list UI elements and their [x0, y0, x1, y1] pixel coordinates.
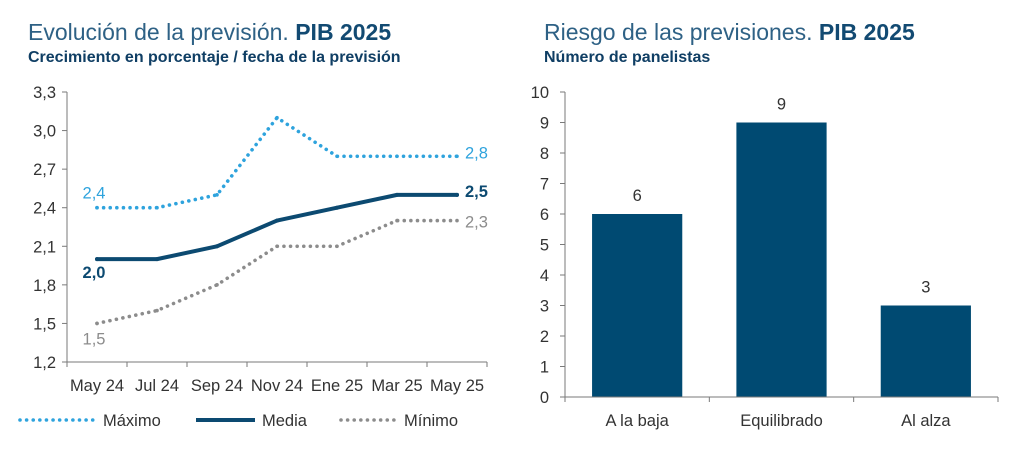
data-point: [335, 244, 339, 249]
data-point: [95, 321, 99, 326]
axes: 1,2 1,5 1,8 2,1 2,4 2,7 3,0 3,3 May 24 Jul 24 Sep …: [33, 84, 488, 395]
bar-equilibrado: [736, 122, 827, 397]
y-tick-label: 2: [540, 328, 549, 346]
x-tick-label: May 24: [70, 377, 124, 395]
series-minimo: 1,5 2,3: [83, 214, 488, 349]
chart-title: Riesgo de las previsiones. PIB 2025: [544, 19, 915, 45]
series-minimo-line: [95, 218, 459, 326]
bar-value-label: 6: [633, 187, 642, 205]
series-media: 2,0 2,5: [83, 183, 488, 282]
y-tick-label: 8: [540, 145, 549, 163]
data-label-end: 2,8: [465, 144, 488, 162]
x-tick-label: Al alza: [901, 412, 951, 430]
y-tick-label: 4: [540, 267, 549, 285]
chart-subtitle: Número de panelistas: [544, 49, 711, 66]
data-point: [335, 205, 339, 210]
y-tick-label: 6: [540, 206, 549, 224]
data-point: [95, 257, 99, 262]
y-tick-label: 1,2: [33, 354, 56, 372]
data-point: [275, 244, 279, 249]
data-point: [395, 192, 399, 197]
data-point: [275, 218, 279, 223]
data-point: [395, 218, 399, 223]
data-point: [215, 244, 219, 249]
data-point: [455, 154, 459, 159]
series-media-line: [95, 192, 459, 262]
chart-title-text: Evolución de la previsión.: [28, 19, 289, 45]
x-tick-label: Sep 24: [191, 377, 243, 395]
data-point: [155, 308, 159, 313]
legend-label: Máximo: [103, 412, 161, 430]
data-point: [335, 154, 339, 159]
y-tick-label: 2,4: [33, 200, 56, 218]
data-point: [95, 205, 99, 210]
bars: 6 9 3: [592, 96, 971, 397]
legend-item-minimo: Mínimo: [339, 412, 458, 430]
chart-title: Evolución de la previsión. PIB 2025: [28, 19, 391, 45]
data-point: [155, 257, 159, 262]
x-tick-label: Mar 25: [371, 377, 422, 395]
y-tick-label: 5: [540, 237, 549, 255]
axes: A la baja Equilibrado Al alza 0 1 2 3 4 5 6 7 8 9 10: [531, 84, 999, 430]
y-tick-label: 0: [540, 389, 549, 407]
x-tick-label: May 25: [430, 377, 484, 395]
y-tick-label: 10: [531, 84, 549, 102]
data-label-end: 2,3: [465, 214, 488, 232]
bar-value-label: 9: [777, 96, 786, 114]
data-label-end: 2,5: [465, 183, 488, 201]
data-point: [455, 218, 459, 223]
x-tick-label: Equilibrado: [740, 412, 823, 430]
y-tick-label: 2,7: [33, 161, 56, 179]
data-point: [395, 154, 399, 159]
data-point: [215, 283, 219, 287]
y-tick-label: 2,1: [33, 238, 56, 256]
data-label-start: 2,0: [83, 264, 106, 282]
x-tick-label: A la baja: [606, 412, 670, 430]
y-tick-label: 3,3: [33, 84, 56, 102]
bar-value-label: 3: [921, 279, 930, 297]
data-label-start: 2,4: [83, 185, 106, 203]
x-tick-label: Jul 24: [135, 377, 179, 395]
data-label-start: 1,5: [83, 330, 106, 348]
legend-label: Media: [262, 412, 308, 430]
y-tick-label: 9: [540, 115, 549, 133]
x-tick-label: Ene 25: [311, 377, 363, 395]
legend-label: Mínimo: [404, 412, 458, 430]
y-tick-label: 3,0: [33, 123, 56, 141]
chart-subtitle: Crecimiento en porcentaje / fecha de la …: [28, 49, 401, 66]
legend: Máximo Media Mínimo: [18, 412, 458, 430]
forecast-evolution-panel: 1,2 1,5 1,8 2,1 2,4 2,7 3,0 3,3 May 24 Jul 24 Sep …: [18, 19, 488, 430]
data-point: [275, 115, 279, 120]
chart-title-text: Riesgo de las previsiones.: [544, 19, 813, 45]
series-maximo: 2,4 2,8: [83, 115, 488, 210]
legend-item-media: Media: [196, 412, 308, 430]
chart-title-emphasis: PIB 2025: [295, 19, 392, 45]
y-tick-label: 1,8: [33, 277, 56, 295]
bar-al-alza: [880, 305, 971, 397]
y-tick-label: 7: [540, 176, 549, 194]
bar-a-la-baja: [592, 214, 683, 397]
x-tick-label: Nov 24: [251, 377, 303, 395]
y-tick-label: 1,5: [33, 315, 56, 333]
chart-title-emphasis: PIB 2025: [818, 19, 915, 45]
y-tick-label: 1: [540, 359, 549, 377]
forecast-risk-panel: 6 9 3 A la baja Equilibrado Al alza 0 1 2 3 4 5 6 7 8 9…: [505, 0, 1009, 461]
data-point: [155, 205, 159, 210]
line-chart: 1,2 1,5 1,8 2,1 2,4 2,7 3,0 3,3 May 24 Jul 24 Sep …: [18, 84, 488, 430]
data-point: [455, 192, 459, 197]
legend-item-maximo: Máximo: [18, 412, 161, 430]
data-point: [215, 193, 219, 197]
bar-chart: 6 9 3 A la baja Equilibrado Al alza 0 1 2 3 4 5 6 7 8 9…: [531, 84, 999, 430]
y-tick-label: 3: [540, 298, 549, 316]
